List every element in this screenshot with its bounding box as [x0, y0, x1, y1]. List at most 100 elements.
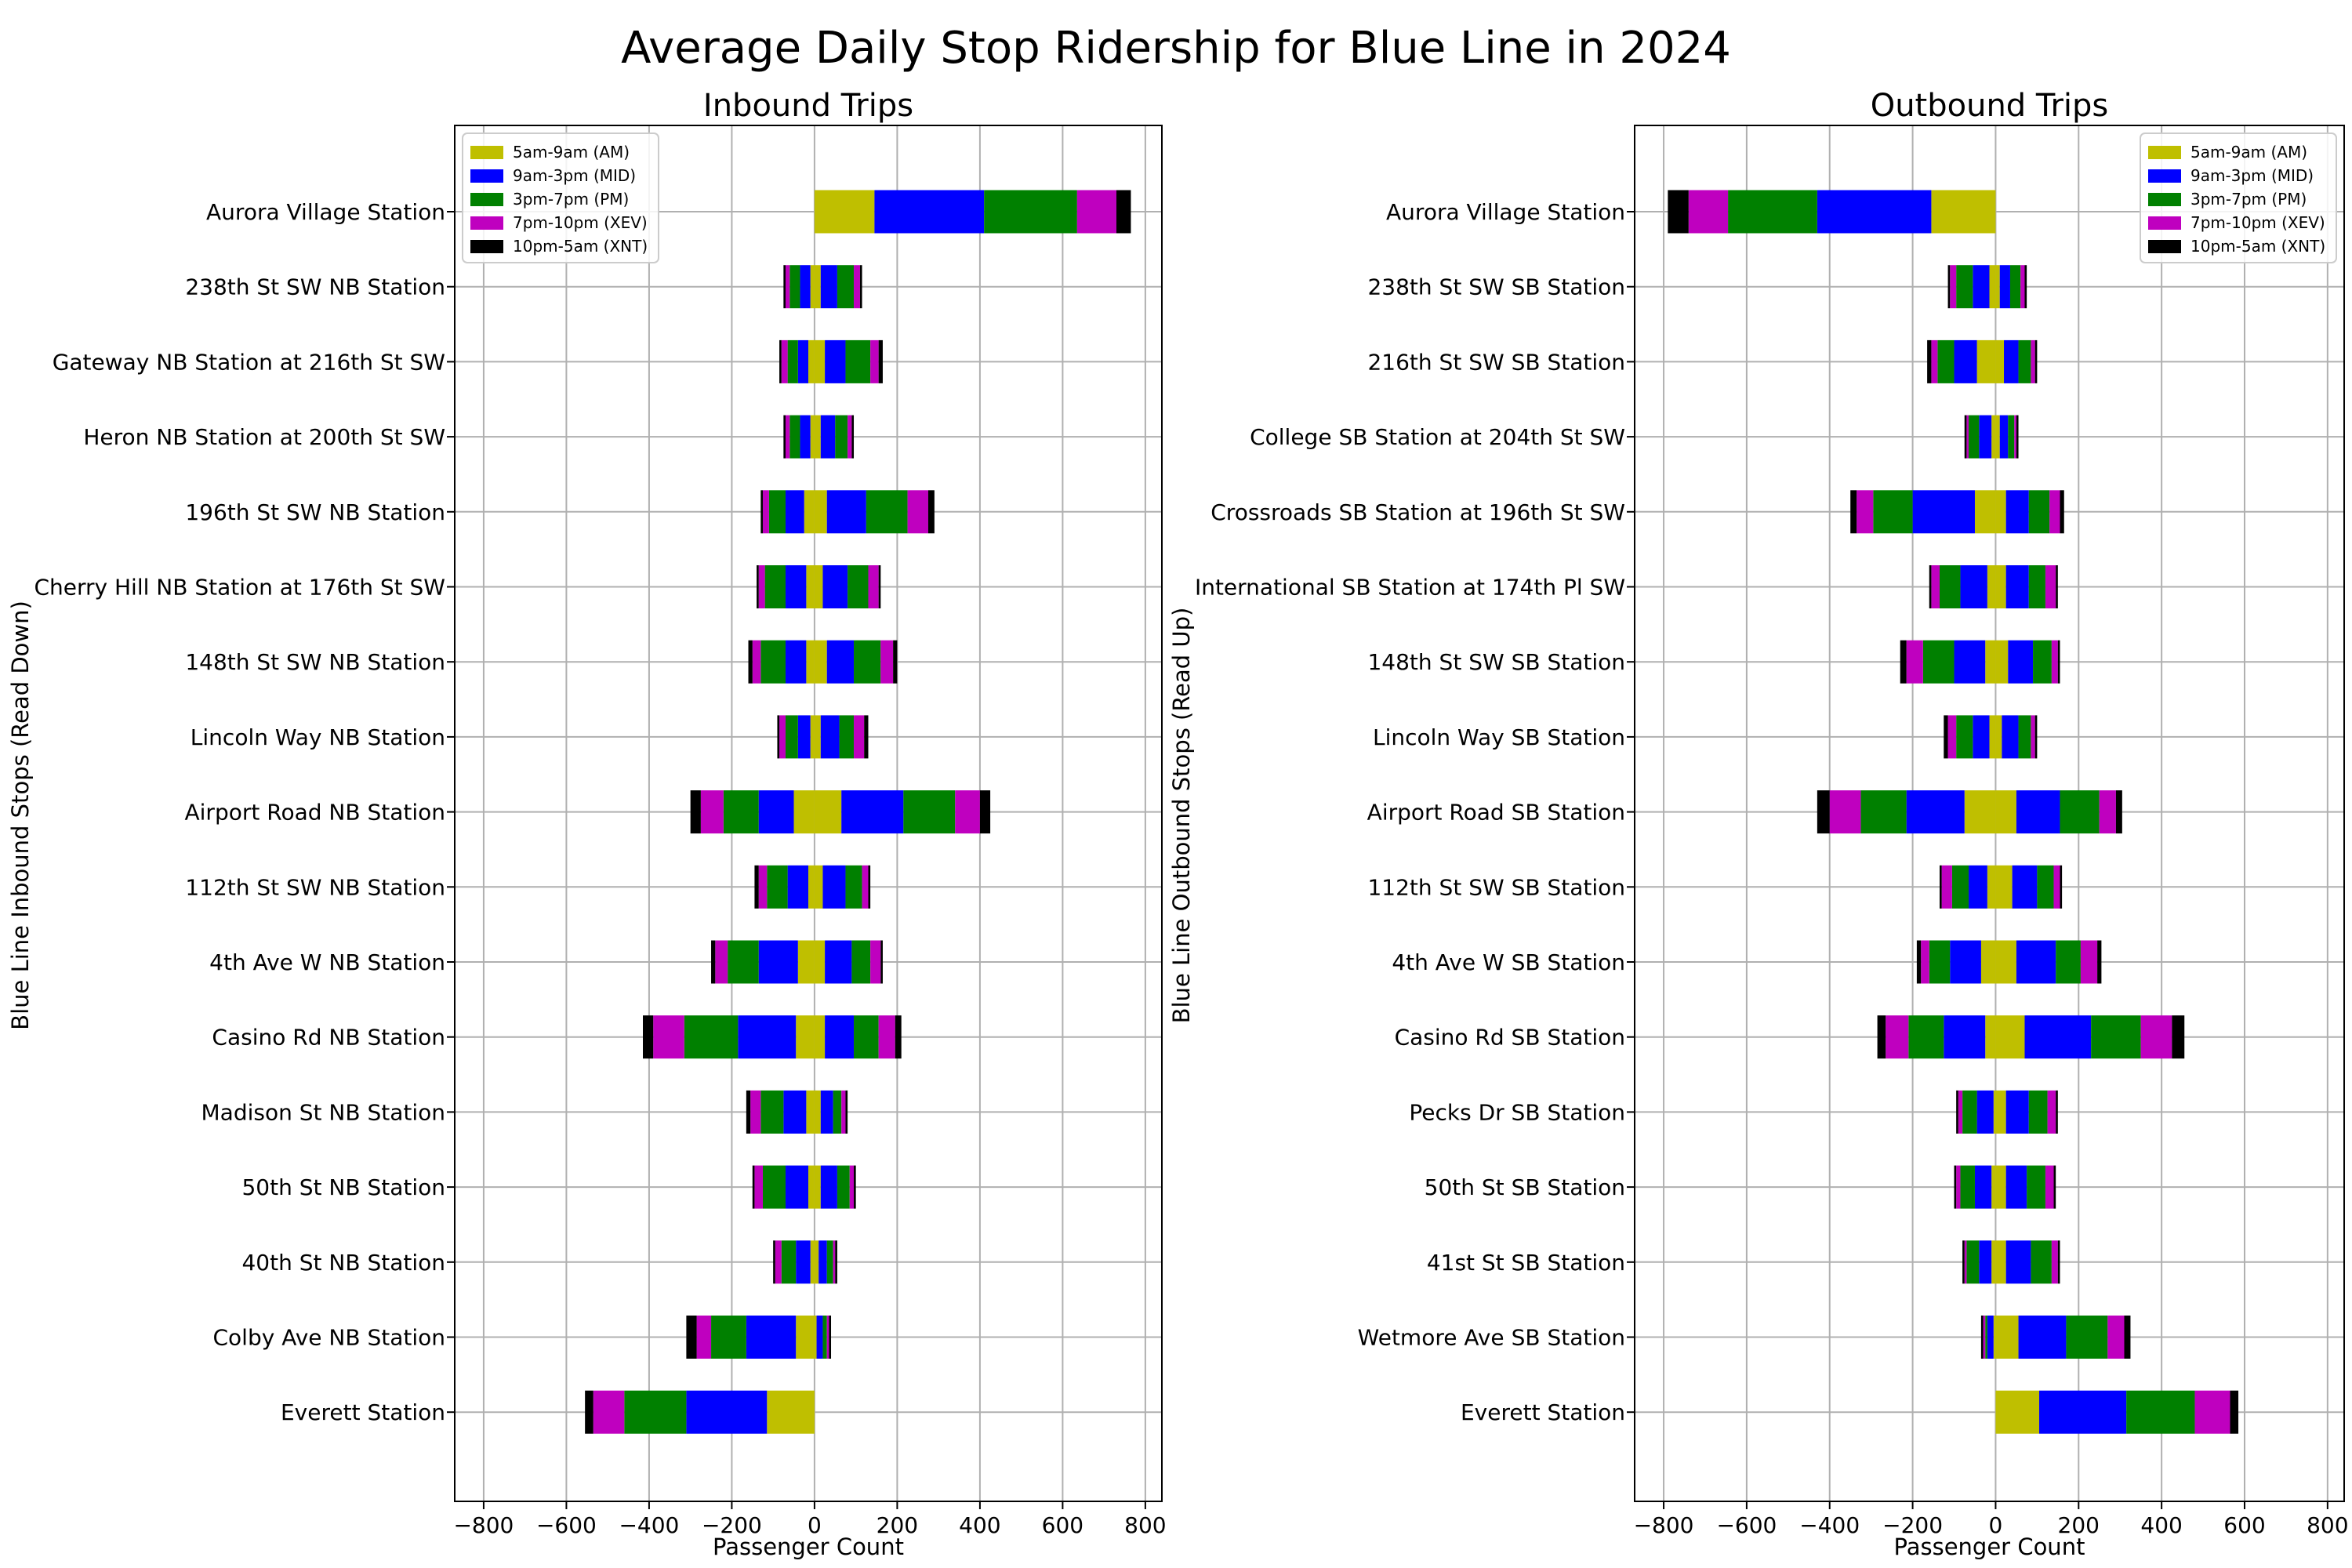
legend-label-am: 5am-9am (AM) — [2190, 143, 2307, 162]
bar-boarding-xnt — [878, 339, 883, 383]
bar-alighting-pm — [1985, 1316, 1987, 1359]
bar-boarding-pm — [845, 339, 871, 383]
bar-boarding-xev — [868, 565, 879, 608]
bar-alighting-xev — [1966, 415, 1969, 459]
stop-label: 4th Ave W SB Station — [1392, 949, 1625, 975]
bar-boarding-am — [814, 865, 823, 909]
bar-boarding-pm — [851, 940, 871, 984]
bar-boarding-am — [1995, 339, 2005, 383]
bar-alighting-xnt — [1817, 790, 1830, 834]
bar-alighting-xnt — [1962, 1240, 1965, 1284]
bar-boarding-xnt — [851, 415, 855, 459]
bar-boarding-mid — [822, 865, 846, 909]
bar-alighting-am — [804, 490, 815, 534]
bar-alighting-mid — [800, 415, 811, 459]
bar-boarding-xev — [833, 1240, 836, 1284]
bar-boarding-mid — [2039, 1390, 2127, 1434]
bar-boarding-am — [814, 1316, 817, 1359]
bar-alighting-mid — [1954, 640, 1986, 684]
bar-alighting-am — [1974, 490, 1996, 534]
bar-boarding-xnt — [878, 565, 881, 608]
bar-alighting-mid — [785, 565, 807, 608]
stop-label: Airport Road NB Station — [185, 800, 446, 826]
bar-alighting-xev — [1931, 339, 1938, 383]
bar-alighting-am — [810, 415, 815, 459]
stop-label: Gateway NB Station at 216th St SW — [53, 349, 445, 375]
bar-boarding-am — [814, 640, 827, 684]
bar-alighting-pm — [768, 490, 786, 534]
bar-alighting-xev — [775, 1240, 782, 1284]
bar-alighting-xev — [1950, 265, 1957, 309]
bar-alighting-am — [1993, 1316, 1996, 1359]
legend-swatch-pm — [470, 193, 503, 206]
bar-alighting-am — [810, 1240, 815, 1284]
bar-alighting-pm — [1908, 1015, 1944, 1059]
x-tick-label: 0 — [808, 1512, 822, 1538]
bar-alighting-xev — [1886, 1015, 1909, 1059]
bar-alighting-xev — [593, 1390, 625, 1434]
bar-boarding-mid — [1999, 265, 2010, 309]
bar-alighting-mid — [738, 1015, 797, 1059]
bar-boarding-xev — [2031, 715, 2035, 759]
bar-alighting-xev — [1958, 1090, 1963, 1134]
bar-alighting-mid — [686, 1390, 768, 1434]
bar-boarding-xnt — [2016, 415, 2019, 459]
bar-boarding-xnt — [927, 490, 935, 534]
bar-boarding-pm — [2018, 715, 2031, 759]
bar-boarding-am — [814, 565, 823, 608]
bar-boarding-xev — [870, 940, 881, 984]
bar-boarding-mid — [1999, 415, 2009, 459]
bar-alighting-am — [1980, 940, 1996, 984]
bar-alighting-pm — [711, 1316, 746, 1359]
stop-label: 41st St SB Station — [1427, 1250, 1625, 1276]
stop-label: Crossroads SB Station at 196th St SW — [1210, 499, 1625, 525]
bar-boarding-xev — [2045, 1165, 2054, 1209]
stop-label: 216th St SW SB Station — [1367, 349, 1625, 375]
legend: 5am-9am (AM) 9am-3pm (MID) 3pm-7pm (PM) 7pm… — [2140, 132, 2337, 263]
bar-boarding-am — [1995, 715, 2002, 759]
bar-alighting-xev — [715, 940, 728, 984]
legend-swatch-am — [2148, 146, 2181, 159]
stop-label: Lincoln Way SB Station — [1373, 724, 1625, 750]
bar-alighting-pm — [1951, 865, 1969, 909]
bar-boarding-mid — [841, 790, 904, 834]
bar-alighting-xev — [1857, 490, 1874, 534]
bar-alighting-pm — [1969, 415, 1980, 459]
bar-alighting-am — [806, 640, 815, 684]
bar-boarding-mid — [2002, 715, 2019, 759]
bar-alighting-xnt — [1944, 715, 1948, 759]
bar-alighting-xnt — [748, 640, 753, 684]
bar-alighting-xev — [752, 640, 761, 684]
bar-boarding-am — [814, 1165, 821, 1209]
bar-boarding-xev — [2080, 940, 2098, 984]
x-tick-label: −400 — [619, 1512, 679, 1538]
legend-label-am: 5am-9am (AM) — [513, 143, 630, 162]
plot-frame — [454, 125, 1163, 1502]
bar-boarding-xnt — [845, 1090, 848, 1134]
bar-alighting-xnt — [690, 790, 701, 834]
bar-alighting-pm — [764, 565, 786, 608]
stop-label: 50th St NB Station — [241, 1174, 445, 1200]
bar-boarding-am — [1995, 1240, 2006, 1284]
plot-frame — [1634, 125, 2345, 1502]
bar-boarding-am — [1995, 565, 2006, 608]
bar-boarding-am — [1995, 265, 2000, 309]
stop-label: 112th St SW SB Station — [1367, 874, 1625, 900]
bar-boarding-mid — [2005, 1165, 2027, 1209]
stop-label: Pecks Dr SB Station — [1409, 1099, 1625, 1125]
bar-alighting-xev — [1688, 190, 1729, 234]
stop-label: 238th St SW NB Station — [185, 274, 445, 300]
bar-alighting-am — [810, 265, 815, 309]
bar-boarding-am — [814, 1015, 826, 1059]
bar-alighting-am — [1987, 565, 1996, 608]
bar-boarding-mid — [2012, 865, 2038, 909]
bar-boarding-mid — [820, 415, 836, 459]
bar-alighting-pm — [1962, 1090, 1977, 1134]
bar-alighting-xev — [781, 339, 788, 383]
bar-boarding-am — [814, 715, 821, 759]
bar-boarding-xnt — [2097, 940, 2102, 984]
bar-alighting-xev — [1947, 715, 1957, 759]
bar-alighting-xev — [1829, 790, 1861, 834]
panel-title: Outbound Trips — [1871, 88, 2109, 124]
